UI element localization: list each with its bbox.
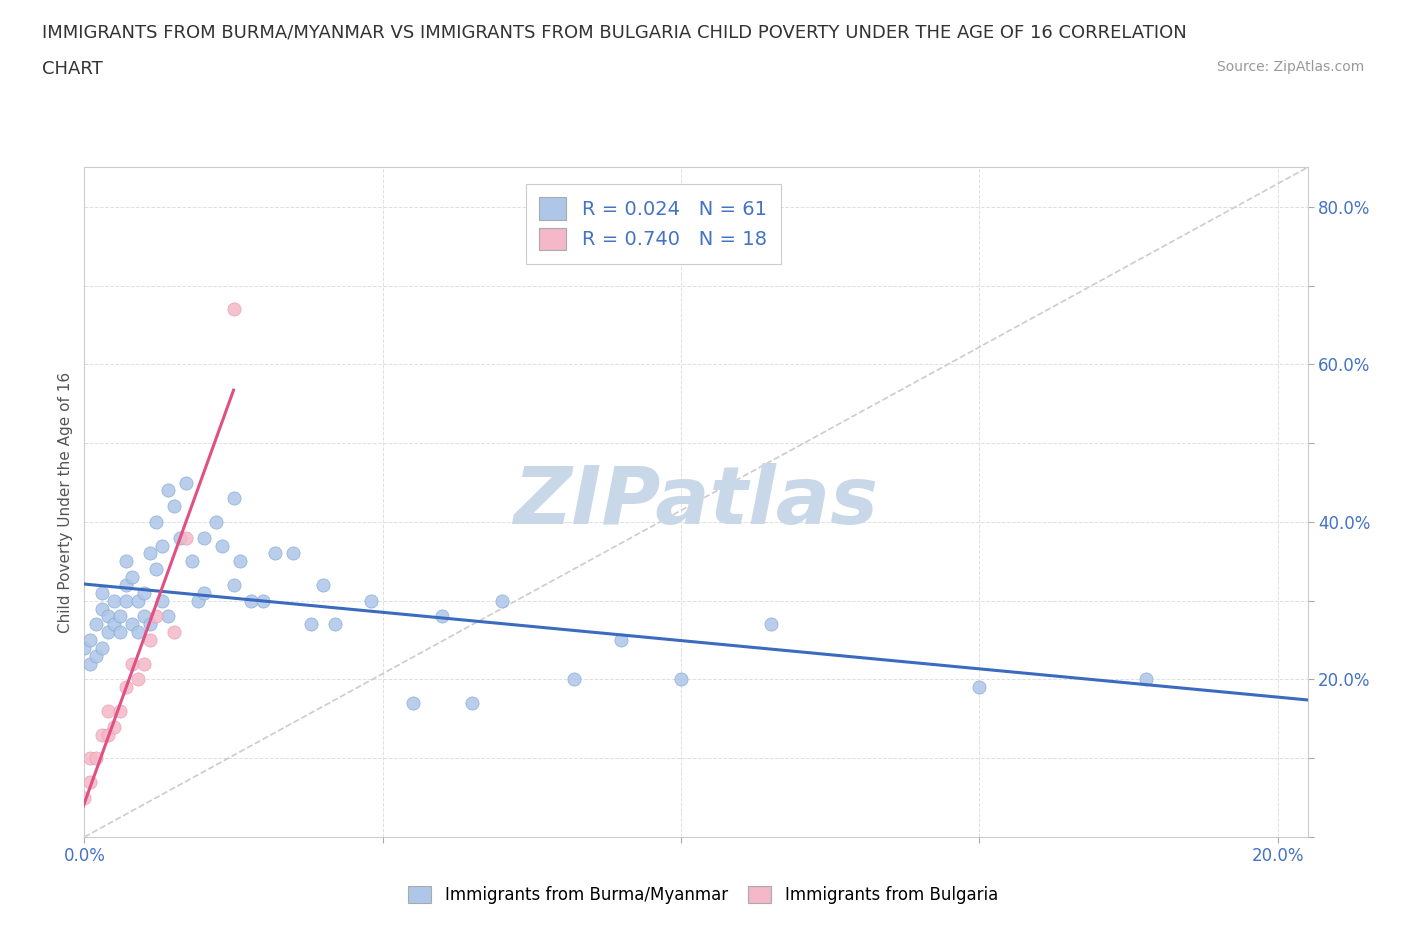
Point: [669, 672, 692, 687]
Point: [610, 632, 633, 647]
Point: [461, 696, 484, 711]
Point: [323, 617, 346, 631]
Point: [150, 593, 173, 608]
Point: [97, 703, 120, 718]
Text: ZIPatlas: ZIPatlas: [513, 463, 879, 541]
Point: [969, 680, 991, 695]
Point: [115, 593, 138, 608]
Point: [79, 657, 101, 671]
Point: [127, 625, 149, 640]
Point: [73, 790, 96, 805]
Point: [79, 775, 101, 790]
Point: [222, 301, 245, 316]
Point: [84, 751, 107, 765]
Point: [79, 751, 101, 765]
Point: [193, 530, 215, 545]
Point: [91, 727, 114, 742]
Point: [97, 609, 120, 624]
Point: [132, 609, 155, 624]
Point: [127, 672, 149, 687]
Point: [108, 703, 131, 718]
Point: [127, 593, 149, 608]
Point: [73, 641, 96, 656]
Point: [145, 514, 167, 529]
Text: IMMIGRANTS FROM BURMA/MYANMAR VS IMMIGRANTS FROM BULGARIA CHILD POVERTY UNDER TH: IMMIGRANTS FROM BURMA/MYANMAR VS IMMIGRA…: [42, 23, 1187, 41]
Point: [97, 625, 120, 640]
Point: [169, 530, 191, 545]
Point: [84, 617, 107, 631]
Y-axis label: Child Poverty Under the Age of 16: Child Poverty Under the Age of 16: [58, 372, 73, 632]
Point: [103, 617, 125, 631]
Point: [240, 593, 263, 608]
Point: [491, 593, 513, 608]
Legend: R = 0.024   N = 61, R = 0.740   N = 18: R = 0.024 N = 61, R = 0.740 N = 18: [526, 184, 780, 264]
Point: [222, 578, 245, 592]
Text: Source: ZipAtlas.com: Source: ZipAtlas.com: [1216, 60, 1364, 74]
Point: [562, 672, 585, 687]
Point: [759, 617, 782, 631]
Point: [264, 546, 287, 561]
Point: [108, 625, 131, 640]
Point: [193, 585, 215, 600]
Point: [163, 498, 186, 513]
Point: [432, 609, 454, 624]
Point: [180, 554, 202, 569]
Point: [97, 727, 120, 742]
Point: [115, 578, 138, 592]
Point: [139, 617, 162, 631]
Point: [132, 657, 155, 671]
Point: [150, 538, 173, 553]
Point: [360, 593, 382, 608]
Point: [401, 696, 423, 711]
Point: [283, 546, 305, 561]
Point: [115, 554, 138, 569]
Point: [163, 625, 186, 640]
Point: [145, 609, 167, 624]
Point: [252, 593, 274, 608]
Point: [121, 657, 143, 671]
Point: [156, 609, 179, 624]
Point: [139, 546, 162, 561]
Point: [174, 475, 197, 490]
Legend: Immigrants from Burma/Myanmar, Immigrants from Bulgaria: Immigrants from Burma/Myanmar, Immigrant…: [402, 879, 1004, 910]
Point: [91, 601, 114, 616]
Point: [103, 593, 125, 608]
Text: CHART: CHART: [42, 60, 103, 78]
Point: [211, 538, 233, 553]
Point: [1135, 672, 1157, 687]
Point: [84, 648, 107, 663]
Point: [204, 514, 226, 529]
Point: [222, 491, 245, 506]
Point: [312, 578, 335, 592]
Point: [299, 617, 322, 631]
Point: [187, 593, 209, 608]
Point: [228, 554, 250, 569]
Point: [91, 641, 114, 656]
Point: [145, 562, 167, 577]
Point: [91, 585, 114, 600]
Point: [132, 585, 155, 600]
Point: [156, 483, 179, 498]
Point: [139, 632, 162, 647]
Point: [103, 719, 125, 734]
Point: [121, 617, 143, 631]
Point: [79, 632, 101, 647]
Point: [174, 530, 197, 545]
Point: [121, 569, 143, 584]
Point: [115, 680, 138, 695]
Point: [108, 609, 131, 624]
